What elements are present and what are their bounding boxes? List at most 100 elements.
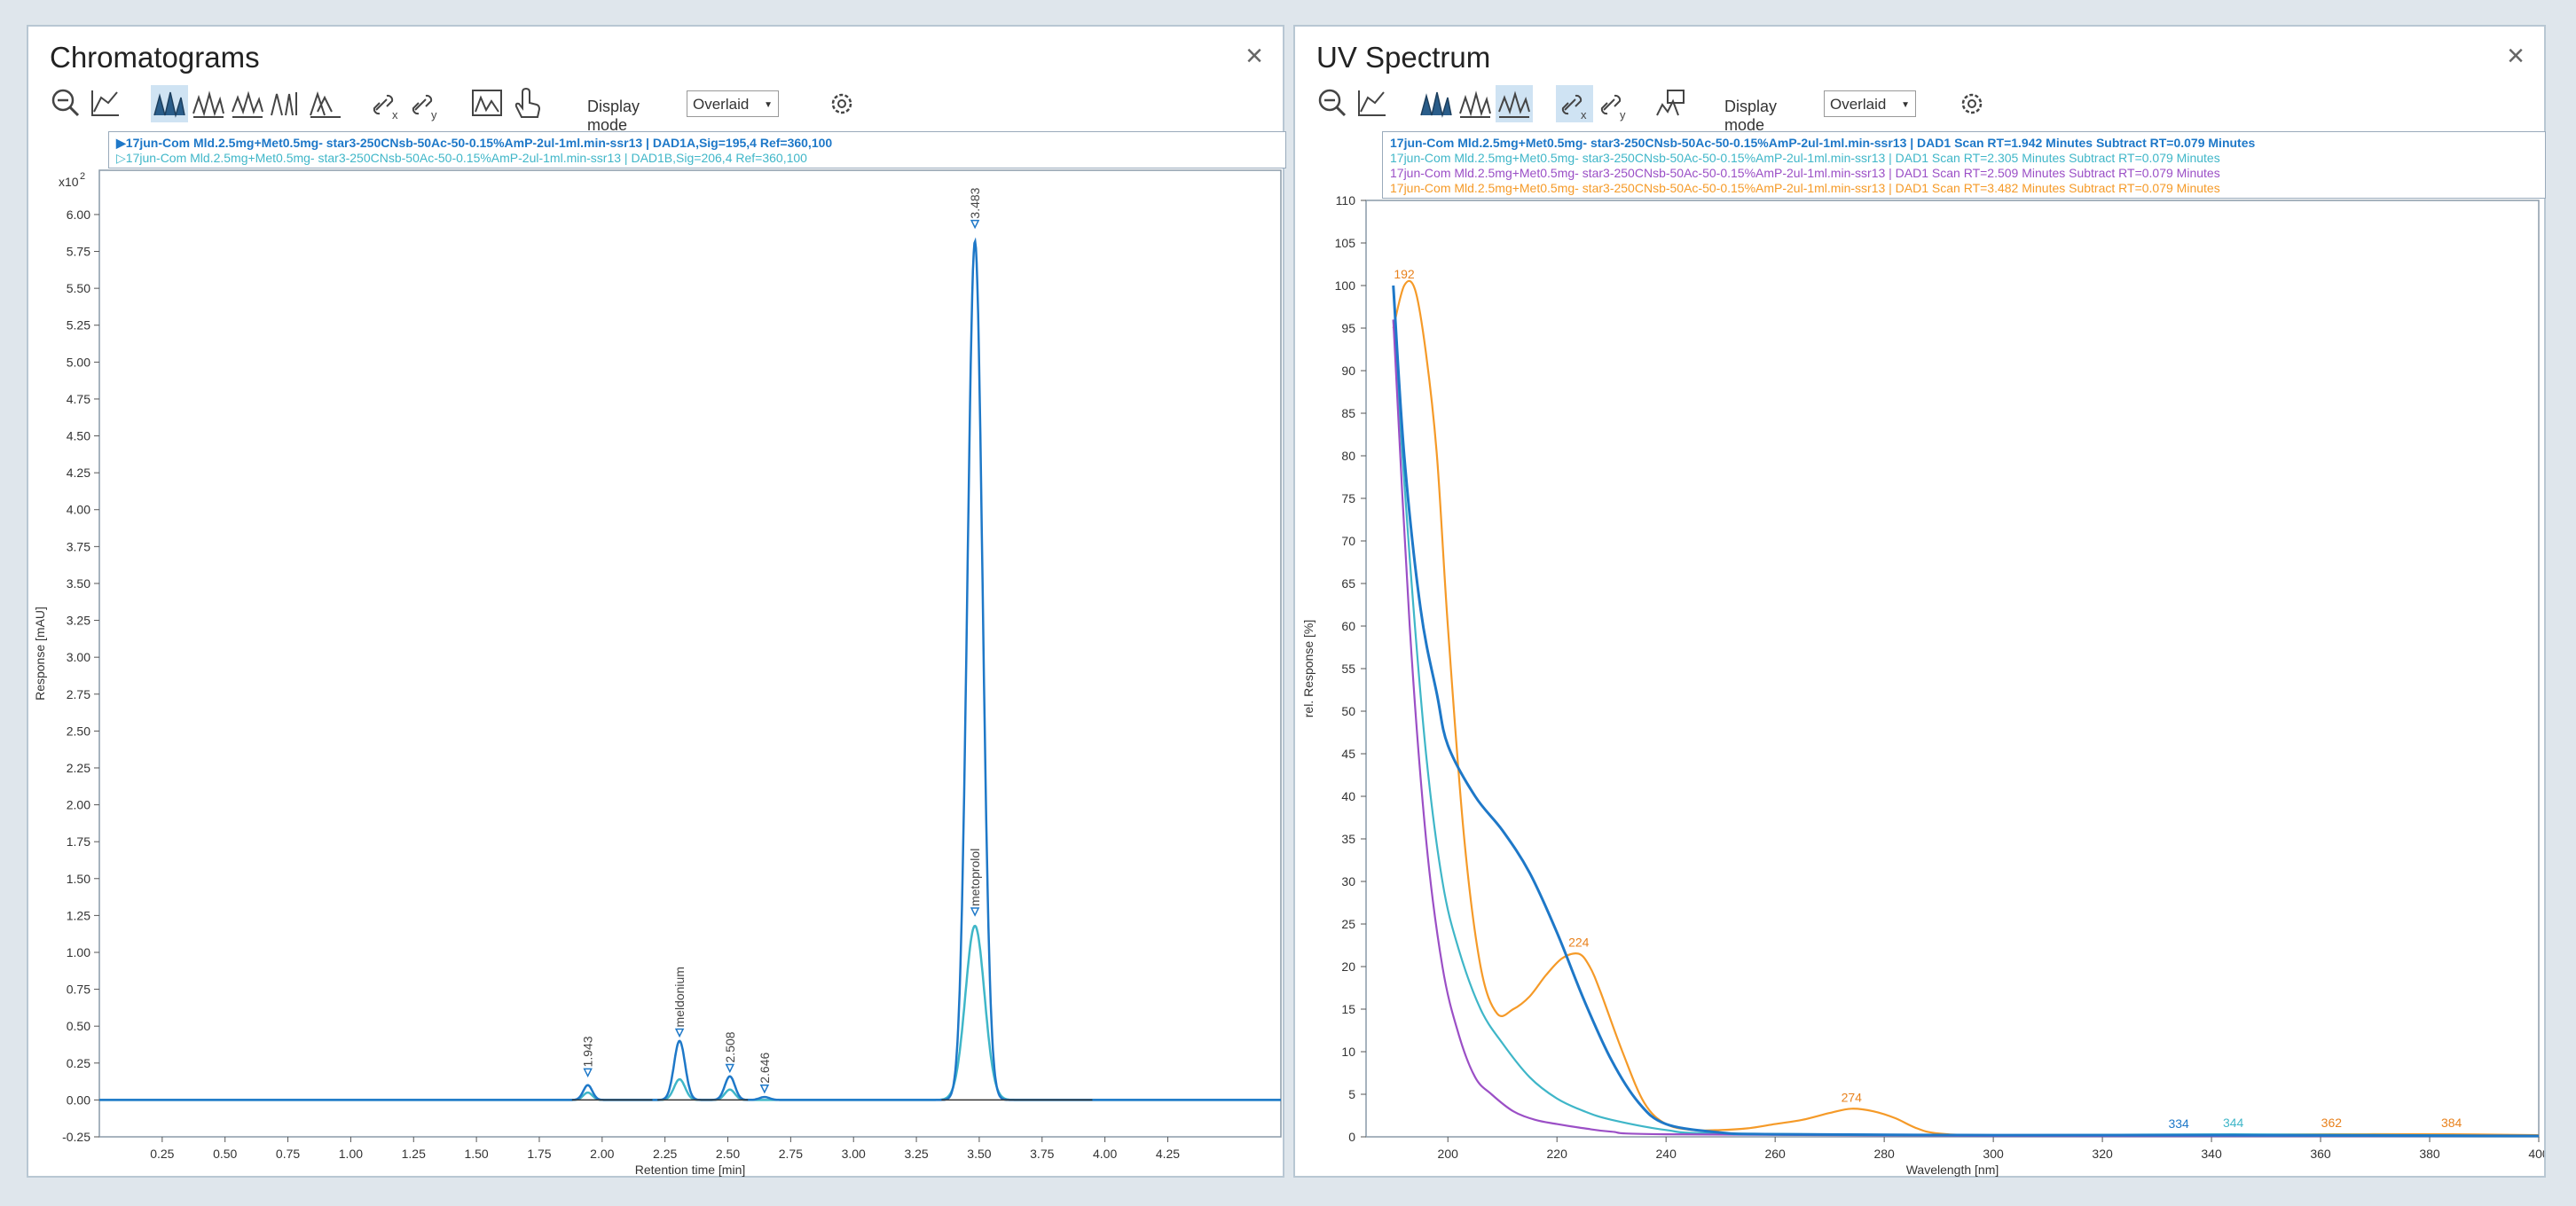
series-line <box>99 924 1281 1101</box>
link-x-icon[interactable]: x <box>1556 85 1593 122</box>
y-tick-label: 25 <box>1341 917 1355 931</box>
legend-entry[interactable]: 17jun-Com Mld.2.5mg+Met0.5mg- star3-250C… <box>1390 136 2255 150</box>
autoscale-icon[interactable] <box>1354 85 1391 122</box>
panel-title: Chromatograms <box>50 41 260 74</box>
zoom-out-icon[interactable] <box>1315 85 1352 122</box>
y-tick-label: 2.50 <box>67 724 90 738</box>
y-tick-label: 0 <box>1348 1130 1355 1144</box>
peak-label: metoprolol <box>968 849 982 906</box>
peak-label: 1.943 <box>581 1036 595 1067</box>
peaks-offset-icon[interactable] <box>229 85 266 122</box>
baseline-icon[interactable] <box>468 85 506 122</box>
peaks-stacked-icon[interactable] <box>190 85 227 122</box>
peaks-overlay-icon[interactable] <box>151 85 188 122</box>
legend-text: 17jun-Com Mld.2.5mg+Met0.5mg- star3-250C… <box>1390 166 2220 180</box>
zoom-out-icon[interactable] <box>48 85 85 122</box>
chromatogram-chart[interactable]: -0.25 0.00 0.25 0.50 0.75 1.00 1.25 1.50 1.75 2.0… <box>28 27 1283 1179</box>
peak-label: 224 <box>1568 936 1590 950</box>
peak-label: 192 <box>1394 267 1415 281</box>
y-tick-label: 30 <box>1341 874 1355 889</box>
close-icon[interactable]: × <box>2507 39 2525 73</box>
pointer-hand-icon[interactable] <box>507 85 545 122</box>
x-tick-label: 3.25 <box>904 1147 928 1161</box>
peaks-offset-icon[interactable] <box>1496 85 1533 122</box>
chromatograms-panel: Chromatograms × x y Display mode Overlai… <box>27 25 1286 1179</box>
display-mode-label: Display mode <box>587 98 640 134</box>
peaks-separate-icon[interactable] <box>268 85 305 122</box>
y-tick-label: 0.25 <box>67 1056 90 1070</box>
y-tick-label: 100 <box>1335 278 1356 293</box>
y-tick-label: 110 <box>1336 193 1356 208</box>
y-tick-label: 4.50 <box>67 429 90 443</box>
x-tick-label: 300 <box>1983 1147 2004 1161</box>
legend-text: 17jun-Com Mld.2.5mg+Met0.5mg- star3-250C… <box>1390 136 2256 150</box>
y-tick-label: 5.25 <box>67 318 90 333</box>
y-tick-label: 1.25 <box>67 908 90 922</box>
peak-label: 334 <box>2168 1116 2189 1131</box>
link-y-icon[interactable]: y <box>1595 85 1632 122</box>
x-tick-label: 400 <box>2528 1147 2544 1161</box>
display-mode-select[interactable]: Overlaid ▼ <box>687 90 779 117</box>
y-tick-label: 55 <box>1341 662 1355 676</box>
gear-icon[interactable] <box>1953 85 1991 122</box>
y-axis-label: rel. Response [%] <box>1301 620 1315 718</box>
display-mode-value: Overlaid <box>1830 96 1887 113</box>
series-line <box>1392 319 2540 1138</box>
y-tick-label: 85 <box>1341 406 1355 420</box>
spectrum-library-icon[interactable] <box>1653 85 1691 122</box>
peaks-stacked-icon[interactable] <box>1457 85 1494 122</box>
peak-marker <box>583 1068 593 1078</box>
legend-entry[interactable]: ▷17jun-Com Mld.2.5mg+Met0.5mg- star3-250… <box>116 151 807 165</box>
legend-text: 17jun-Com Mld.2.5mg+Met0.5mg- star3-250C… <box>1390 151 2220 165</box>
y-tick-label: 35 <box>1341 832 1355 846</box>
y-tick-label: 20 <box>1341 959 1355 974</box>
y-tick-label: 45 <box>1341 747 1355 761</box>
legend: ▶17jun-Com Mld.2.5mg+Met0.5mg- star3-250… <box>108 131 1286 168</box>
svg-text:y: y <box>431 108 437 121</box>
y-tick-label: 5.75 <box>67 245 90 259</box>
y-tick-label: 95 <box>1341 321 1355 335</box>
autoscale-icon[interactable] <box>87 85 124 122</box>
x-tick-label: 320 <box>2092 1147 2113 1161</box>
link-y-icon[interactable]: y <box>406 85 444 122</box>
plot-area <box>98 169 1282 1138</box>
legend-entry[interactable]: 17jun-Com Mld.2.5mg+Met0.5mg- star3-250C… <box>1390 151 2220 165</box>
x-tick-label: 0.50 <box>213 1147 237 1161</box>
y-tick-label: 5 <box>1348 1087 1355 1101</box>
legend-entry[interactable]: 17jun-Com Mld.2.5mg+Met0.5mg- star3-250C… <box>1390 166 2220 180</box>
peak-marker <box>970 907 980 917</box>
peak-label: 3.483 <box>968 187 982 218</box>
y-tick-label: 50 <box>1341 704 1355 718</box>
uv-spectrum-chart[interactable]: 0 5 10 15 20 25 30 35 40 45 50 55 60 65 70 75 80 85 90 95 10… <box>1295 27 2544 1179</box>
display-mode-select[interactable]: Overlaid ▼ <box>1824 90 1916 117</box>
x-tick-label: 3.50 <box>967 1147 991 1161</box>
x-tick-label: 240 <box>1656 1147 1677 1161</box>
y-tick-label: 105 <box>1335 236 1356 250</box>
x-tick-label: 340 <box>2201 1147 2222 1161</box>
y-tick-label: 2.00 <box>67 798 90 812</box>
gear-icon[interactable] <box>823 85 860 122</box>
x-tick-label: 380 <box>2419 1147 2440 1161</box>
x-tick-label: 2.50 <box>716 1147 740 1161</box>
series-line <box>99 237 1281 1101</box>
display-mode-label: Display mode <box>1724 98 1778 134</box>
y-tick-label: 2.25 <box>67 761 90 775</box>
y-multiplier-exp: 2 <box>80 171 85 182</box>
link-x-icon[interactable]: x <box>367 85 404 122</box>
y-tick-label: 75 <box>1341 491 1355 505</box>
x-tick-label: 3.00 <box>842 1147 866 1161</box>
peak-marker <box>674 1028 685 1038</box>
y-multiplier: x10 <box>59 175 79 189</box>
uv-spectrum-panel: UV Spectrum × x y Display mode Overlaid ▼… <box>1293 25 2546 1178</box>
close-icon[interactable]: × <box>1245 39 1263 73</box>
peak-marker <box>725 1063 734 1074</box>
legend-entry[interactable]: 17jun-Com Mld.2.5mg+Met0.5mg- star3-250C… <box>1390 181 2220 195</box>
peaks-3d-icon[interactable] <box>307 85 344 122</box>
peaks-overlay-icon[interactable] <box>1418 85 1455 122</box>
svg-text:y: y <box>1620 108 1626 121</box>
legend-entry[interactable]: ▶17jun-Com Mld.2.5mg+Met0.5mg- star3-250… <box>116 136 832 150</box>
x-tick-label: 2.25 <box>653 1147 677 1161</box>
x-tick-label: 260 <box>1764 1147 1786 1161</box>
y-tick-label: 3.25 <box>67 614 90 628</box>
chevron-down-icon: ▼ <box>764 100 773 110</box>
